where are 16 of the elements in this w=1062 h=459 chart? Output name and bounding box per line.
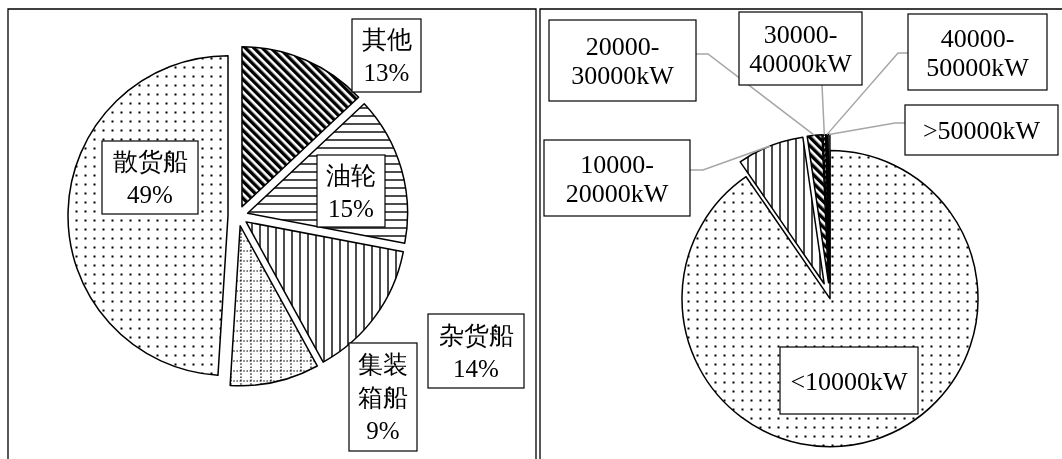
- slice-label: 40000-50000kW: [926, 23, 1030, 81]
- slice-label: 散货船: [112, 147, 188, 175]
- slice-label: 其他: [361, 25, 412, 53]
- slice-label: 10000-20000kW: [565, 149, 669, 207]
- data-label: 15%: [328, 194, 374, 221]
- slice-label: 30000-40000kW: [749, 19, 853, 78]
- slice-label: 集装箱船: [358, 350, 408, 411]
- slice-label: 20000-30000kW: [571, 31, 675, 90]
- data-label: 9%: [366, 416, 400, 444]
- data-label: 14%: [453, 354, 499, 381]
- slice-label: 油轮: [326, 161, 376, 188]
- slice-label: 杂货船: [438, 321, 514, 348]
- data-label: 49%: [127, 180, 173, 208]
- data-label: 13%: [363, 58, 410, 86]
- slice-label: >50000kW: [922, 115, 1041, 145]
- slice-label: <10000kW: [790, 366, 909, 395]
